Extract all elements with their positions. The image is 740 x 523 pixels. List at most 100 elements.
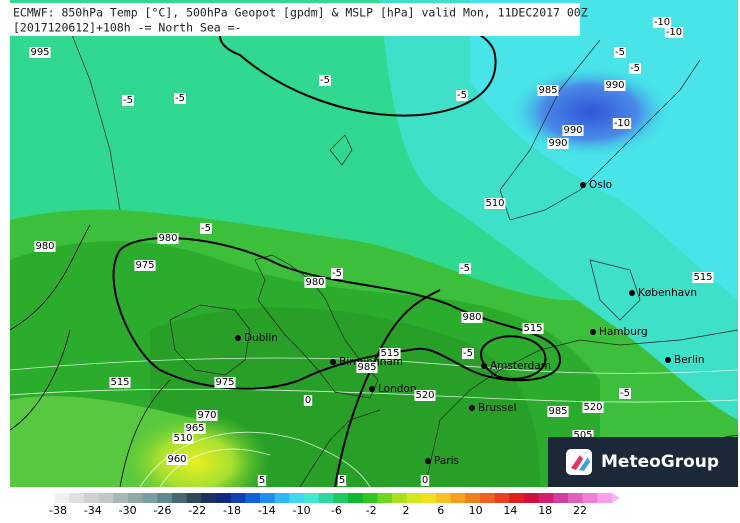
contour-label: 515 <box>523 323 542 334</box>
city-name: Berlin <box>674 354 704 366</box>
contour-label: 515 <box>380 348 399 359</box>
contour-label-box <box>456 90 468 101</box>
contour-label: 520 <box>583 402 602 413</box>
city-dot <box>590 329 596 335</box>
colorbar-cell <box>582 493 598 503</box>
contour-label: -10 <box>654 17 670 28</box>
contour-label-box <box>34 241 56 252</box>
colorbar-cell <box>568 493 584 503</box>
city-dot <box>469 405 475 411</box>
contour-label: 990 <box>548 138 567 149</box>
contour-label-box <box>157 233 179 244</box>
colorbar-tick-label: -22 <box>188 504 206 517</box>
colorbar-cell <box>553 493 569 503</box>
contour-label-box <box>614 47 626 58</box>
colorbar-cell <box>494 493 510 503</box>
colorbar-cell <box>377 493 393 503</box>
colorbar-cell <box>480 493 496 503</box>
colorbar-tick-label: 22 <box>573 504 587 517</box>
contour-label-box <box>257 475 267 486</box>
colorbar-cell <box>509 493 525 503</box>
colorbar-cell <box>69 493 85 503</box>
contour-label-box <box>172 433 194 444</box>
map <box>10 0 738 487</box>
colorbar-cell <box>201 493 217 503</box>
colorbar-tick-label: 2 <box>403 504 410 517</box>
contour-label-box <box>414 390 436 401</box>
map-labels: OsloKøbenhavnHamburgBerlinDublinBirmingh… <box>29 17 714 486</box>
contour-label: -5 <box>123 95 133 106</box>
contour-label: 515 <box>693 272 712 283</box>
colorbar-tick-label: -2 <box>366 504 377 517</box>
contour-label: 990 <box>563 125 582 136</box>
city-dot <box>425 458 431 464</box>
header-line: ECMWF: 850hPa Temp [°C], 500hPa Geopot [… <box>13 6 588 20</box>
contour-label: 980 <box>35 241 54 252</box>
colorbar-cell <box>54 493 70 503</box>
contour-label-box <box>562 125 584 136</box>
contour-label-box <box>331 268 343 279</box>
contour-label-box <box>166 454 188 465</box>
contour-label: 980 <box>462 312 481 323</box>
contour-label-box <box>484 198 506 209</box>
contour-label: 985 <box>538 85 557 96</box>
contour-label: 0 <box>305 395 311 406</box>
contour-label: -5 <box>332 268 342 279</box>
colorbar-cell <box>245 493 261 503</box>
city-name: Amsterdam <box>490 360 551 372</box>
colorbar-cell <box>157 493 173 503</box>
contour-label: -5 <box>620 388 630 399</box>
colorbar-tick-label: 10 <box>469 504 483 517</box>
contour-label: 510 <box>173 433 192 444</box>
colorbar-cell <box>274 493 290 503</box>
logo-icon <box>566 449 592 475</box>
contour-label-box <box>612 118 632 129</box>
colorbar-cell <box>142 493 158 503</box>
contour-label-box <box>459 263 471 274</box>
contour-label: 5 <box>259 475 265 486</box>
header-box <box>10 3 580 36</box>
contour-label: 5 <box>339 475 345 486</box>
city-dot <box>369 386 375 392</box>
contour-label-box <box>462 348 474 359</box>
contour-label-box <box>664 27 684 38</box>
contour-label-box <box>214 377 236 388</box>
colorbar-tick-label: -30 <box>119 504 137 517</box>
city-dot <box>580 182 586 188</box>
contour-label: 980 <box>305 277 324 288</box>
colorbar-tick-label: -6 <box>331 504 342 517</box>
colorbar-cell <box>216 493 232 503</box>
contour-label-box <box>337 475 347 486</box>
contour-label: 975 <box>215 377 234 388</box>
city-name: Hamburg <box>599 326 648 338</box>
contour-label-box <box>184 423 206 434</box>
contour-label-box <box>652 17 672 28</box>
contour-label: 970 <box>197 410 216 421</box>
contour-label: 510 <box>485 198 504 209</box>
colorbar-cell <box>524 493 540 503</box>
contour-label-box <box>304 277 326 288</box>
colorbar-cell <box>318 493 334 503</box>
contour-label: 960 <box>167 454 186 465</box>
colorbar-cell <box>128 493 144 503</box>
contour-label-box <box>547 406 569 417</box>
contour-label-box <box>122 95 134 106</box>
city-name: Paris <box>434 455 459 467</box>
contour-label: 980 <box>158 233 177 244</box>
city-dot <box>235 335 241 341</box>
colorbar-cell <box>538 493 554 503</box>
colorbar-cell <box>186 493 202 503</box>
contour-label: -5 <box>201 223 211 234</box>
colorbar-cell <box>362 493 378 503</box>
contour-label-box <box>604 80 626 91</box>
contour-label-box <box>134 260 156 271</box>
colorbar-cell <box>98 493 114 503</box>
contour-label-box <box>379 348 401 359</box>
colorbar-cell <box>333 493 349 503</box>
contour-label: 520 <box>415 390 434 401</box>
contour-label: 985 <box>357 362 376 373</box>
contour-label: 975 <box>135 260 154 271</box>
contour-label-box <box>572 430 594 441</box>
contour-label: -5 <box>630 63 640 74</box>
contour-label-box <box>522 323 544 334</box>
